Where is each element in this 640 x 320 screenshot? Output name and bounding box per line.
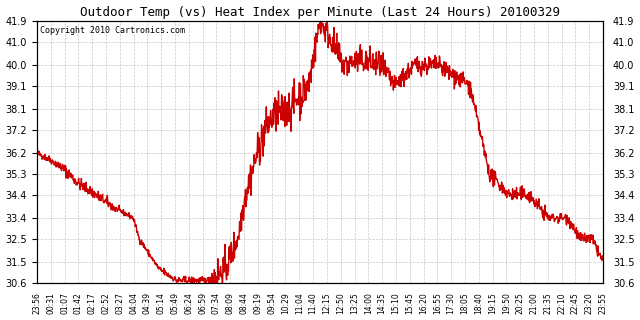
Title: Outdoor Temp (vs) Heat Index per Minute (Last 24 Hours) 20100329: Outdoor Temp (vs) Heat Index per Minute … — [80, 5, 560, 19]
Text: Copyright 2010 Cartronics.com: Copyright 2010 Cartronics.com — [40, 26, 185, 35]
